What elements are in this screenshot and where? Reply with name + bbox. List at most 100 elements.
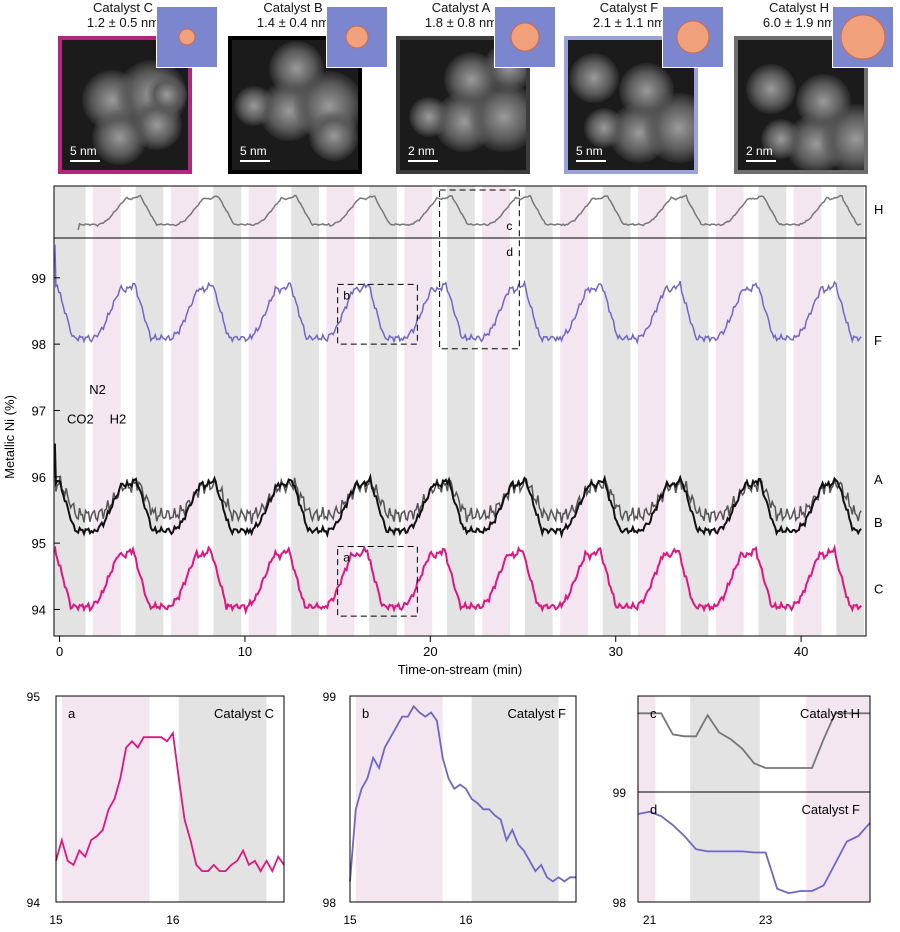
band-h2 bbox=[326, 186, 355, 636]
inset-line-d bbox=[637, 810, 871, 895]
y-tick-label: 98 bbox=[323, 896, 337, 910]
particle-cloud bbox=[619, 63, 674, 118]
particle-cloud bbox=[746, 64, 796, 114]
band-h2 bbox=[404, 186, 433, 636]
band-co2 bbox=[135, 186, 164, 636]
zoom-box-label-d: d bbox=[506, 245, 513, 259]
inset-title: Catalyst H bbox=[800, 706, 860, 721]
particle-cloud bbox=[234, 86, 274, 126]
y-tick-label: 99 bbox=[613, 786, 627, 800]
band-co2 bbox=[178, 696, 267, 902]
particle-model-icon bbox=[156, 6, 218, 68]
inset-frame bbox=[637, 791, 871, 903]
scale-bar: 2 nm bbox=[746, 144, 776, 162]
particle-model-icon bbox=[326, 6, 388, 68]
series-line-C bbox=[53, 543, 862, 616]
catalyst-name: Catalyst H bbox=[769, 0, 829, 15]
y-tick-label: 95 bbox=[27, 690, 41, 704]
band-co2 bbox=[471, 696, 559, 902]
catalyst-size: 2.1 ± 1.1 nm bbox=[592, 15, 666, 30]
band-co2 bbox=[690, 696, 760, 792]
y-tick-label: 99 bbox=[323, 690, 337, 704]
band-h2 bbox=[806, 696, 870, 792]
band-co2 bbox=[369, 186, 397, 636]
catalyst-size: 1.2 ± 0.5 nm bbox=[86, 15, 160, 30]
catalyst-label-4: Catalyst H 6.0 ± 1.9 nm bbox=[724, 0, 874, 30]
particle-model-icon bbox=[662, 6, 724, 68]
catalyst-name: Catalyst C bbox=[93, 0, 153, 15]
x-tick-label: 16 bbox=[166, 913, 180, 927]
y-tick-label: 98 bbox=[32, 337, 46, 352]
x-tick-label: 0 bbox=[56, 644, 63, 659]
band-h2 bbox=[61, 696, 150, 902]
particle-cloud bbox=[92, 110, 147, 165]
series-line-A bbox=[54, 443, 862, 524]
catalyst-label-3: Catalyst F 2.1 ± 1.1 nm bbox=[554, 0, 704, 30]
series-line-H bbox=[77, 194, 862, 231]
series-label-F: F bbox=[874, 333, 882, 348]
band-h2 bbox=[170, 186, 199, 636]
y-tick-label: 96 bbox=[32, 470, 46, 485]
x-tick-label: 20 bbox=[423, 644, 437, 659]
y-tick-label: 94 bbox=[27, 896, 41, 910]
inset-frame bbox=[349, 695, 577, 903]
band-co2 bbox=[524, 186, 553, 636]
inset-cd: c Catalyst H d Catalyst F 98 99 21 23 bbox=[613, 695, 871, 927]
particle-cloud bbox=[147, 75, 187, 115]
inset-panel-letter: b bbox=[362, 706, 369, 721]
zoom-box-label-b: b bbox=[343, 288, 350, 302]
particle-cloud bbox=[569, 53, 619, 103]
band-h2 bbox=[638, 696, 656, 792]
scale-bar-label: 2 nm bbox=[408, 144, 435, 158]
scale-bar: 5 nm bbox=[576, 144, 606, 162]
series-label-C: C bbox=[874, 582, 883, 597]
series-label-B: B bbox=[874, 515, 883, 530]
y-tick-label: 94 bbox=[32, 602, 46, 617]
main-chart: H F A B C 94 95 96 97 98 99 0 10 20 30 40 Time-on-stream… bbox=[2, 185, 883, 677]
particle-cloud bbox=[761, 119, 801, 159]
y-tick-label: 99 bbox=[32, 271, 46, 286]
series-label-H: H bbox=[874, 202, 883, 217]
zoom-box-label-a: a bbox=[343, 550, 350, 564]
y-axis-label: Metallic Ni (%) bbox=[2, 395, 17, 479]
zoom-box-a bbox=[337, 545, 418, 617]
series-label-A: A bbox=[874, 472, 883, 487]
catalyst-size: 1.4 ± 0.4 nm bbox=[256, 15, 330, 30]
x-tick-label: 30 bbox=[608, 644, 622, 659]
inset-frame bbox=[55, 695, 285, 903]
particle-cloud bbox=[309, 111, 358, 161]
inset-title: Catalyst C bbox=[214, 706, 274, 721]
particle-cloud bbox=[269, 41, 324, 96]
x-tick-label: 23 bbox=[759, 913, 773, 927]
y-tick-label: 95 bbox=[32, 536, 46, 551]
y-tick-label: 98 bbox=[613, 896, 627, 910]
inset-line-c bbox=[638, 712, 870, 769]
band-h2 bbox=[715, 186, 744, 636]
band-co2 bbox=[447, 186, 475, 636]
x-tick-label: 16 bbox=[459, 913, 473, 927]
scale-bar-label: 2 nm bbox=[746, 144, 773, 158]
scale-bar: 5 nm bbox=[240, 144, 270, 162]
band-co2 bbox=[213, 186, 242, 636]
catalyst-name: Catalyst A bbox=[431, 0, 491, 15]
gas-label-h2: H2 bbox=[110, 412, 127, 427]
inset-b: b Catalyst F 98 99 15 16 bbox=[323, 690, 577, 927]
band-h2 bbox=[560, 186, 588, 636]
scale-bar: 5 nm bbox=[70, 144, 100, 162]
particle-cloud bbox=[584, 108, 624, 148]
x-tick-label: 21 bbox=[643, 913, 657, 927]
inset-line-b bbox=[349, 704, 576, 883]
x-tick-label: 15 bbox=[49, 913, 63, 927]
zoom-box-label-c: c bbox=[506, 219, 512, 233]
band-co2 bbox=[680, 186, 709, 636]
micrograph-3: 5 nm bbox=[564, 36, 698, 174]
inset-panel-letter: d bbox=[650, 802, 657, 817]
x-axis-label: Time-on-stream (min) bbox=[398, 662, 522, 677]
particle-cloud bbox=[409, 97, 449, 137]
particle-model-icon bbox=[832, 6, 894, 68]
band-co2 bbox=[836, 186, 865, 636]
band-initial bbox=[54, 186, 86, 636]
x-tick-label: 15 bbox=[343, 913, 357, 927]
catalyst-label-1: Catalyst B 1.4 ± 0.4 nm bbox=[218, 0, 368, 30]
inset-panel-letter: c bbox=[650, 706, 657, 721]
